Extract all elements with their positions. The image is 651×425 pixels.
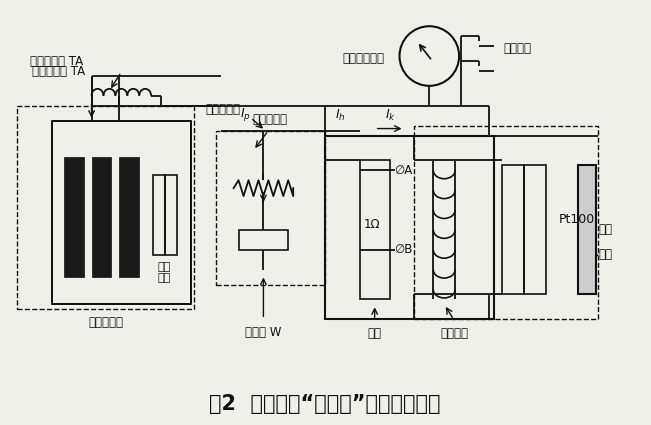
- Text: 电流匹配器: 电流匹配器: [206, 102, 241, 116]
- Text: 温包: 温包: [598, 224, 612, 236]
- Bar: [92, 157, 111, 277]
- Text: 变压器本体: 变压器本体: [88, 316, 123, 329]
- Text: $I_h$: $I_h$: [335, 108, 345, 122]
- Bar: [578, 165, 596, 295]
- Text: ∅B: ∅B: [395, 243, 413, 256]
- Bar: [325, 136, 494, 319]
- Bar: [153, 175, 165, 255]
- Text: 温包: 温包: [598, 248, 612, 261]
- Bar: [215, 130, 325, 284]
- Text: $I_k$: $I_k$: [385, 108, 396, 122]
- Bar: [52, 121, 191, 304]
- Text: 电流匹配器: 电流匹配器: [253, 113, 288, 125]
- Text: 温度
计座: 温度 计座: [158, 262, 171, 283]
- Bar: [360, 160, 389, 300]
- Bar: [165, 175, 177, 255]
- Bar: [119, 157, 139, 277]
- Bar: [502, 165, 523, 295]
- Text: Pt100: Pt100: [559, 213, 595, 227]
- Bar: [523, 165, 546, 295]
- Bar: [64, 157, 83, 277]
- Bar: [415, 125, 598, 319]
- Bar: [17, 106, 194, 309]
- Text: $I_p$: $I_p$: [240, 105, 251, 122]
- Text: 温控接点: 温控接点: [504, 42, 532, 54]
- Text: ∅A: ∅A: [395, 164, 413, 177]
- Text: 电流互感器 TA: 电流互感器 TA: [32, 65, 85, 78]
- Text: 1Ω: 1Ω: [363, 218, 380, 232]
- Text: 电热元件: 电热元件: [440, 327, 468, 340]
- Text: 压力式温度计: 压力式温度计: [342, 51, 385, 65]
- Text: 电流互感器 TA: 电流互感器 TA: [30, 55, 83, 68]
- Bar: [238, 230, 288, 250]
- Text: 电位器 W: 电位器 W: [245, 326, 282, 339]
- Text: 电阻: 电阻: [368, 327, 381, 340]
- Text: 图2  绕组温度“热模拟”法测量原理图: 图2 绕组温度“热模拟”法测量原理图: [209, 394, 441, 414]
